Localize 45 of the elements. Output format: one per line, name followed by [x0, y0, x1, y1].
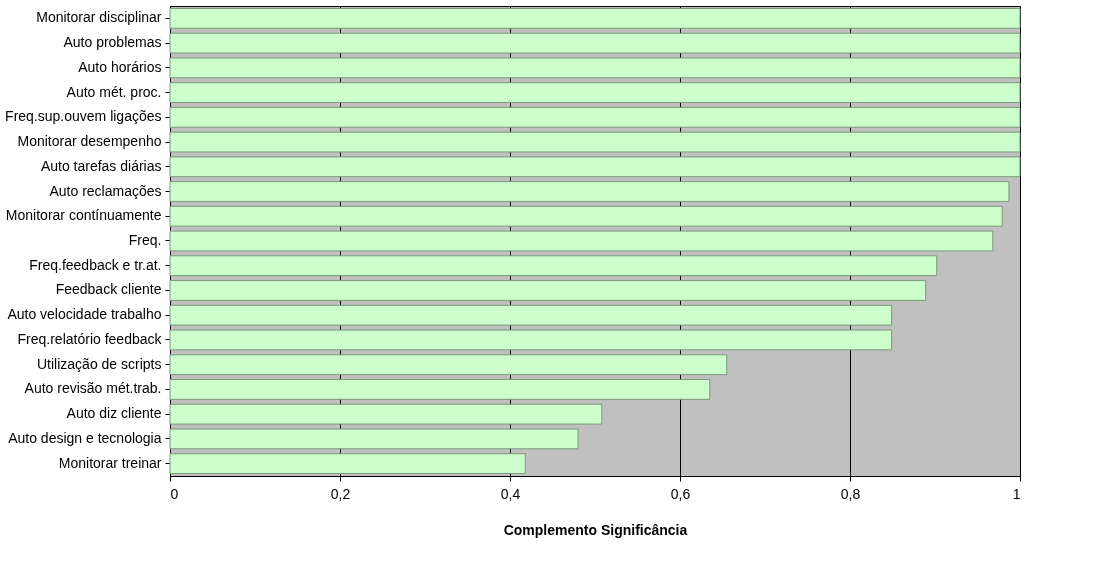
bar	[169, 131, 1021, 153]
bar	[169, 255, 938, 277]
bar	[169, 329, 893, 351]
bar	[169, 304, 893, 326]
bar	[169, 57, 1021, 79]
y-tick-label: Freq.relatório feedback	[17, 330, 163, 347]
bar	[169, 181, 1010, 202]
x-tick-label: 0,2	[330, 485, 351, 502]
x-axis-title: Complemento Significância	[503, 521, 688, 538]
y-tick-label: Auto diz cliente	[66, 405, 162, 422]
y-tick-label: Utilização de scripts	[37, 355, 162, 372]
bar	[169, 205, 1003, 227]
y-tick-label: Auto velocidade trabalho	[7, 306, 162, 323]
x-tick-label: 0,8	[840, 485, 861, 502]
bar	[169, 280, 927, 301]
y-tick-label: Auto revisão mét.trab.	[24, 380, 162, 397]
x-tick-label: 0,6	[670, 485, 691, 502]
x-tick-label: 0	[170, 485, 179, 502]
bar	[169, 82, 1021, 103]
y-tick-label: Auto tarefas diárias	[40, 157, 162, 174]
y-tick-label: Monitorar desempenho	[17, 133, 162, 150]
y-tick-label: Monitorar treinar	[58, 454, 162, 471]
x-tick-label: 1	[1012, 485, 1021, 502]
x-tick-label: 0,4	[500, 485, 521, 502]
bar	[169, 428, 579, 450]
bar	[169, 106, 1021, 128]
y-tick-label: Freq.sup.ouvem ligações	[5, 108, 162, 125]
bar	[169, 156, 1021, 178]
bar	[169, 32, 1021, 54]
bar	[169, 354, 728, 376]
y-tick-label: Auto reclamações	[49, 182, 162, 199]
y-tick-label: Freq.	[128, 232, 162, 248]
bar	[169, 7, 1021, 29]
y-tick-label: Auto problemas	[63, 34, 162, 51]
y-tick-label: Feedback cliente	[55, 281, 162, 298]
y-tick-label: Auto mét. proc.	[66, 83, 162, 100]
bar	[169, 379, 711, 400]
y-tick-label: Auto design e tecnologia	[8, 429, 162, 446]
y-tick-label: Auto horários	[78, 58, 162, 75]
y-tick-label: Monitorar disciplinar	[36, 9, 162, 26]
bar	[169, 453, 526, 475]
bar	[169, 403, 603, 425]
y-tick-label: Monitorar contínuamente	[5, 207, 162, 224]
bar	[169, 230, 994, 252]
y-tick-label: Freq.feedback e tr.at.	[29, 256, 162, 273]
